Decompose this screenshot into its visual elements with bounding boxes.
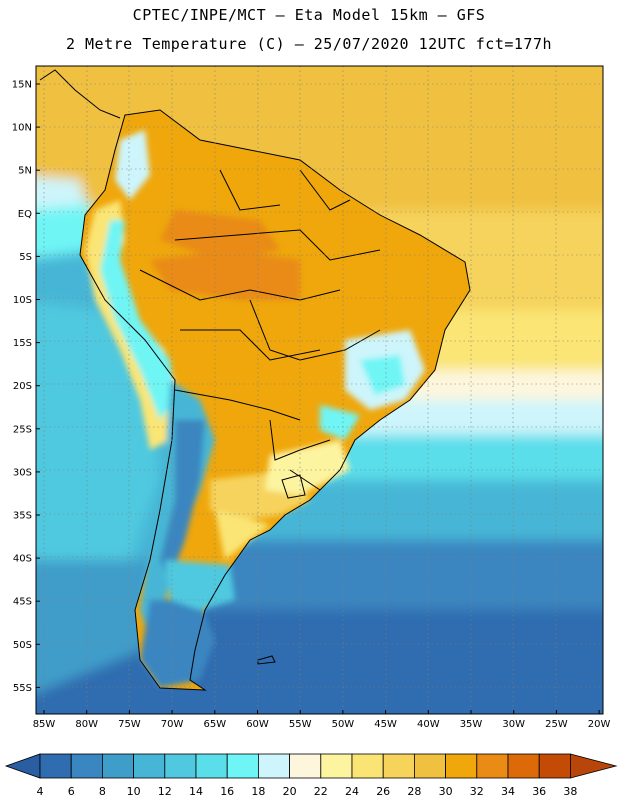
- lat-label: 15S: [13, 338, 32, 349]
- lat-label: 10S: [13, 295, 32, 306]
- colorbar-swatch: [39, 753, 72, 779]
- graticule: [36, 66, 603, 714]
- colorbar-label: 10: [127, 785, 141, 798]
- lon-label: 80W: [75, 719, 98, 730]
- lon-label: 30W: [502, 719, 525, 730]
- lat-label: 5S: [19, 252, 32, 263]
- colorbar-label: 34: [501, 785, 515, 798]
- lat-label: 10N: [12, 123, 32, 134]
- colorbar-swatch: [382, 753, 415, 779]
- longitude-axis: 85W 80W 75W 70W 65W 60W 55W 50W 45W 40W 35W 30W 25W 2…: [33, 710, 611, 730]
- lon-label: 45W: [374, 719, 397, 730]
- colorbar-label: 16: [220, 785, 234, 798]
- colorbar-label: 26: [376, 785, 390, 798]
- colorbar-swatch: [413, 753, 446, 779]
- colorbar-swatch: [70, 753, 103, 779]
- colorbar-label: 4: [37, 785, 44, 798]
- lon-label: 50W: [332, 719, 355, 730]
- lon-label: 75W: [118, 719, 141, 730]
- colorbar-swatch: [133, 753, 166, 779]
- chart-title: CPTEC/INPE/MCT – Eta Model 15km – GFS: [132, 6, 486, 24]
- colorbar-swatch: [351, 753, 384, 779]
- colorbar-label: 30: [439, 785, 453, 798]
- colorbar-label: 20: [283, 785, 297, 798]
- colorbar-swatch: [226, 753, 259, 779]
- colorbar-label: 24: [345, 785, 359, 798]
- lat-label: 5N: [18, 166, 32, 177]
- colorbar-label: 6: [68, 785, 75, 798]
- colorbar-label: 32: [470, 785, 484, 798]
- lon-label: 65W: [203, 719, 226, 730]
- latitude-axis: 15N 10N 5N EQ 5S 10S 15S 20S 25S 30S 35S 40S 45S 50S 5…: [12, 80, 40, 694]
- lat-label: 35S: [13, 511, 32, 522]
- lon-label: 20W: [588, 719, 611, 730]
- map-frame: [35, 65, 604, 715]
- lon-label: 85W: [33, 719, 56, 730]
- colorbar-swatch: [164, 753, 197, 779]
- colorbar-label: 36: [532, 785, 546, 798]
- lon-label: 40W: [417, 719, 440, 730]
- lat-label: 55S: [13, 683, 32, 694]
- lat-label: 45S: [13, 597, 32, 608]
- lat-label: 40S: [13, 554, 32, 565]
- colorbar-over-arrow: [570, 753, 618, 779]
- colorbar-swatch: [538, 753, 571, 779]
- colorbar-swatch: [289, 753, 322, 779]
- colorbar-swatch: [257, 753, 290, 779]
- lat-label: 30S: [13, 467, 32, 478]
- colorbar-label: 12: [158, 785, 172, 798]
- lat-label: 15N: [12, 80, 32, 91]
- lat-label: 25S: [13, 424, 32, 435]
- lat-label: EQ: [18, 209, 32, 220]
- colorbar-label: 18: [251, 785, 265, 798]
- lon-label: 35W: [460, 719, 483, 730]
- lat-label: 50S: [13, 640, 32, 651]
- lon-label: 60W: [246, 719, 269, 730]
- colorbar: 4 6 8 10 12 14 16 18 20 22 24 26 28 30 32 34 36 38: [4, 753, 618, 798]
- colorbar-swatch: [195, 753, 228, 779]
- colorbar-label: 28: [407, 785, 421, 798]
- temperature-field: [36, 66, 603, 714]
- colorbar-label: 14: [189, 785, 203, 798]
- colorbar-under-arrow: [4, 753, 41, 779]
- colorbar-swatch: [507, 753, 540, 779]
- colorbar-swatch: [476, 753, 509, 779]
- colorbar-swatch: [320, 753, 353, 779]
- lon-label: 70W: [161, 719, 184, 730]
- colorbar-swatch: [445, 753, 478, 779]
- lon-label: 25W: [545, 719, 568, 730]
- lon-label: 55W: [289, 719, 312, 730]
- colorbar-label: 38: [563, 785, 577, 798]
- south-america-landmass: [80, 110, 470, 690]
- colorbar-swatch: [102, 753, 135, 779]
- lat-label: 20S: [13, 381, 32, 392]
- chart-subtitle: 2 Metre Temperature (C) – 25/07/2020 12U…: [65, 35, 553, 53]
- colorbar-label: 22: [314, 785, 328, 798]
- colorbar-label: 8: [99, 785, 106, 798]
